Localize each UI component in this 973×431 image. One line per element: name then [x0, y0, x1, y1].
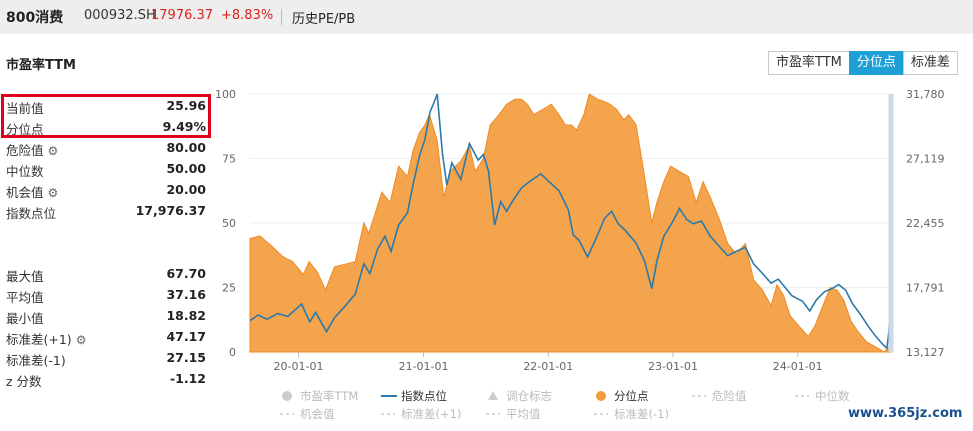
legend-marker	[488, 391, 498, 400]
stat-label-wrap: 危险值 ⚙	[6, 140, 58, 159]
y-left-tick-label: 100	[215, 88, 236, 101]
stat-label: 标准差(-1)	[6, 353, 66, 368]
stat-row: 指数点位 17,976.37	[0, 200, 212, 221]
y-right-tick-label: 13,127	[906, 346, 945, 359]
top-bar: 800消费 000932.SH 17976.37 +8.83% 历史PE/PB	[0, 0, 973, 34]
index-name: 800消费	[6, 10, 64, 26]
stat-row: 危险值 ⚙ 80.00	[0, 137, 212, 158]
legend-label[interactable]: 标准差(-1)	[614, 407, 669, 421]
stat-row: 中位数 50.00	[0, 158, 212, 179]
legend-label[interactable]: 危险值	[712, 389, 747, 403]
stat-row: 最大值 67.70	[0, 263, 212, 284]
x-tick-label: 23-01-01	[648, 360, 698, 373]
stat-row: 当前值 25.96	[0, 95, 212, 116]
y-left-tick-label: 0	[229, 346, 236, 359]
stat-row: z 分数 -1.12	[0, 368, 212, 389]
stat-value: -1.12	[169, 371, 206, 386]
std-dev-button[interactable]: 标准差	[902, 51, 958, 75]
header-divider	[281, 9, 282, 25]
stat-value: 17,976.37	[135, 203, 206, 218]
highlight-box	[1, 94, 211, 138]
y-left-tick-label: 75	[222, 153, 236, 166]
gear-icon[interactable]: ⚙	[47, 186, 59, 200]
pe-ttm-button[interactable]: 市盈率TTM	[768, 51, 850, 75]
history-pe-pb-link[interactable]: 历史PE/PB	[292, 12, 356, 27]
x-tick-label: 22-01-01	[523, 360, 573, 373]
stat-label: 中位数	[6, 164, 44, 179]
stat-label: 当前值	[6, 101, 44, 116]
x-tick-label: 21-01-01	[399, 360, 449, 373]
stat-label: 最小值	[6, 311, 44, 326]
index-price: 17976.37	[151, 8, 214, 23]
index-change: +8.83%	[221, 8, 274, 23]
stat-row: 最小值 18.82	[0, 305, 212, 326]
stat-label: 机会值	[6, 185, 44, 200]
stat-label-wrap: 机会值 ⚙	[6, 182, 58, 201]
legend-label[interactable]: 标准差(+1)	[401, 407, 461, 421]
watermark: www.365jz.com	[848, 406, 963, 421]
y-left-tick-label: 25	[222, 282, 236, 295]
x-tick-label: 20-01-01	[274, 360, 324, 373]
legend-label[interactable]: 分位点	[614, 389, 649, 403]
view-toggle: 市盈率TTM 分位点 标准差	[768, 51, 958, 75]
stat-value: 80.00	[166, 140, 206, 155]
stat-row: 标准差(-1) 27.15	[0, 347, 212, 368]
stat-value: 25.96	[166, 98, 206, 113]
stat-row: 机会值 ⚙ 20.00	[0, 179, 212, 200]
stat-value: 18.82	[166, 308, 206, 323]
gear-icon[interactable]: ⚙	[75, 333, 87, 347]
stat-label: 平均值	[6, 290, 44, 305]
index-code: 000932.SH	[84, 8, 156, 23]
legend-label[interactable]: 平均值	[506, 407, 541, 421]
legend-label[interactable]: 指数点位	[401, 389, 447, 403]
legend-label[interactable]: 中位数	[815, 389, 850, 403]
stat-value: 27.15	[166, 350, 206, 365]
y-right-tick-label: 17,791	[906, 281, 945, 294]
stat-label-wrap: 标准差(+1) ⚙	[6, 329, 86, 348]
gear-icon[interactable]: ⚙	[47, 144, 59, 158]
y-left-tick-label: 50	[222, 217, 236, 230]
stat-label: 分位点	[6, 122, 44, 137]
y-right-tick-label: 31,780	[906, 88, 945, 101]
x-tick-label: 24-01-01	[773, 360, 823, 373]
section-title: 市盈率TTM	[6, 58, 76, 73]
stat-value: 50.00	[166, 161, 206, 176]
y-right-tick-label: 27,119	[906, 152, 945, 165]
index-line	[249, 93, 892, 350]
legend-marker	[596, 391, 606, 401]
stat-label: z 分数	[6, 374, 42, 389]
legend-marker	[282, 391, 292, 401]
y-right-tick-label: 22,455	[906, 217, 945, 230]
stat-value: 67.70	[166, 266, 206, 281]
stat-row: 分位点 9.49%	[0, 116, 212, 137]
stat-row: 标准差(+1) ⚙ 47.17	[0, 326, 212, 347]
stat-value: 37.16	[166, 287, 206, 302]
stat-label: 危险值	[6, 143, 44, 158]
legend-label[interactable]: 机会值	[300, 407, 335, 421]
stat-value: 9.49%	[162, 119, 206, 134]
stat-label: 指数点位	[6, 206, 57, 221]
legend-label[interactable]: 调仓标志	[506, 389, 552, 403]
stat-label: 最大值	[6, 269, 44, 284]
stat-value: 47.17	[166, 329, 206, 344]
legend-label[interactable]: 市盈率TTM	[300, 389, 358, 403]
stat-row: 平均值 37.16	[0, 284, 212, 305]
stat-label: 标准差(+1)	[6, 332, 72, 347]
stat-value: 20.00	[166, 182, 206, 197]
